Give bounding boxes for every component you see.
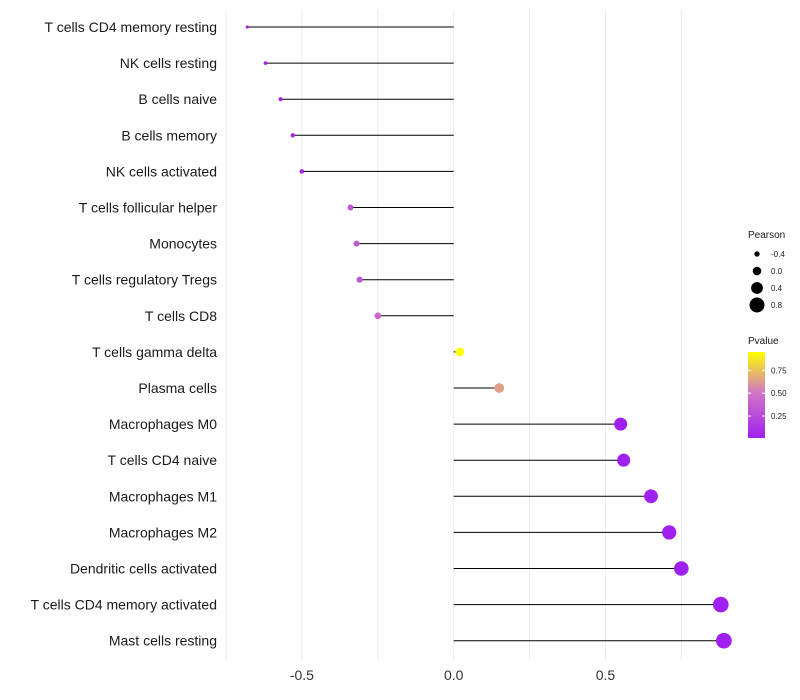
category-label: Mast cells resting <box>109 633 217 649</box>
size-legend-label: 0.4 <box>771 284 783 293</box>
size-legend-dot <box>752 266 762 276</box>
category-label: T cells gamma delta <box>92 344 217 360</box>
category-label: Macrophages M0 <box>109 416 217 432</box>
category-label: B cells naive <box>138 91 217 107</box>
category-label: T cells CD4 memory activated <box>31 597 217 613</box>
data-point <box>713 596 729 613</box>
data-point <box>356 276 363 283</box>
x-axis-ticks: -0.5 0.0 0.5 <box>290 667 616 683</box>
data-point <box>674 561 689 576</box>
color-legend: Pvalue 0.75 0.50 0.25 <box>748 336 787 438</box>
lollipop-stems <box>247 26 724 642</box>
data-point <box>494 383 505 393</box>
size-legend-label: -0.4 <box>771 250 785 259</box>
category-label: T cells CD4 naive <box>108 452 218 468</box>
data-point <box>245 25 249 29</box>
category-label: T cells follicular helper <box>79 200 218 216</box>
data-point <box>299 169 305 174</box>
color-legend-label: 0.50 <box>771 389 787 398</box>
category-label: T cells CD4 memory resting <box>45 19 217 35</box>
data-point <box>347 204 354 211</box>
color-legend-label: 0.25 <box>771 412 787 421</box>
category-label: T cells CD8 <box>145 308 217 324</box>
size-legend-dot <box>749 297 765 313</box>
category-label: B cells memory <box>121 127 217 143</box>
category-label: Dendritic cells activated <box>70 561 217 577</box>
category-label: Macrophages M2 <box>109 524 217 540</box>
x-tick-label: 0.0 <box>444 667 464 683</box>
category-labels: T cells CD4 memory resting NK cells resti… <box>31 19 218 649</box>
size-legend-label: 0.0 <box>771 267 783 276</box>
category-label: NK cells resting <box>120 55 217 71</box>
category-label: NK cells activated <box>106 163 217 179</box>
x-tick-label: -0.5 <box>290 667 314 683</box>
data-point <box>278 97 283 102</box>
data-point <box>455 347 465 357</box>
data-point <box>644 489 658 504</box>
x-tick-label: 0.5 <box>596 667 616 683</box>
lollipop-points <box>245 25 732 649</box>
size-legend-label: 0.8 <box>771 301 783 310</box>
data-point <box>715 632 732 649</box>
size-legend-title: Pearson <box>748 230 785 241</box>
data-point <box>614 417 628 431</box>
category-label: T cells regulatory Tregs <box>72 272 217 288</box>
data-point <box>263 61 268 65</box>
category-label: Monocytes <box>149 236 217 252</box>
size-legend-dot <box>751 282 763 294</box>
color-legend-title: Pvalue <box>748 336 779 347</box>
size-legend: Pearson -0.4 0.0 0.4 0.8 <box>748 230 785 313</box>
data-point <box>353 240 360 247</box>
data-point <box>617 453 631 467</box>
data-point <box>374 312 382 320</box>
size-legend-dot <box>754 251 760 257</box>
category-label: Plasma cells <box>138 380 217 396</box>
data-point <box>662 525 677 540</box>
grid-lines <box>225 10 682 660</box>
data-point <box>290 133 295 138</box>
color-legend-bar <box>748 352 765 438</box>
category-label: Macrophages M1 <box>109 488 217 504</box>
color-legend-label: 0.75 <box>771 366 787 375</box>
